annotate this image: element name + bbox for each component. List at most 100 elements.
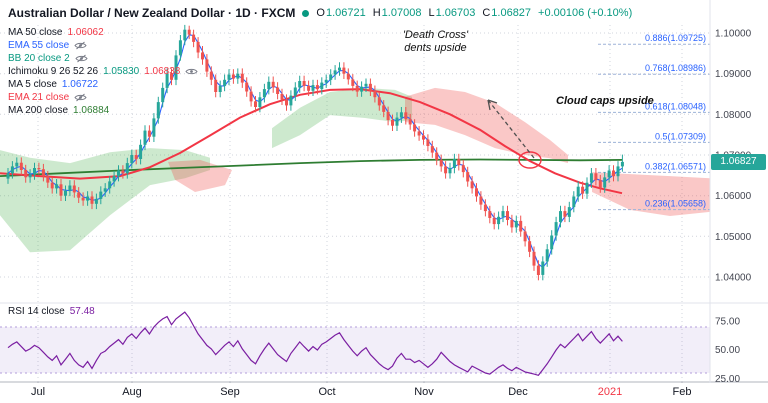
rsi-legend[interactable]: RSI 14 close 57.48: [8, 306, 95, 317]
time-label-dec: Dec: [508, 386, 528, 398]
candle-body: [201, 52, 204, 60]
symbol-title[interactable]: Australian Dollar / New Zealand Dollar ·…: [8, 6, 296, 20]
candle-body: [147, 130, 151, 137]
candle-body: [258, 97, 262, 108]
legend-value: 1.06884: [73, 105, 110, 116]
candle-body: [267, 81, 271, 90]
candle-body: [448, 168, 452, 174]
candle-body: [435, 152, 439, 160]
legend-label: MA 50 close: [8, 27, 63, 38]
candle-body: [404, 112, 408, 120]
candle-body: [285, 99, 288, 106]
candle-body: [492, 218, 496, 225]
candle-body: [227, 74, 231, 80]
eye-off-icon[interactable]: [75, 54, 88, 63]
candle-body: [338, 67, 341, 71]
candle-body: [333, 70, 337, 75]
fib-label: 0.5(1.07309): [655, 131, 706, 141]
candle-body: [572, 196, 576, 208]
candle-body: [41, 169, 45, 177]
candle-body: [55, 184, 59, 189]
market-status-icon[interactable]: [302, 9, 310, 17]
candle-body: [77, 192, 81, 198]
candle-body: [342, 67, 346, 74]
candle-body: [15, 162, 19, 167]
candles: [6, 24, 624, 281]
candle-body: [156, 102, 160, 119]
cloud-caps-annotation: Cloud caps upside: [556, 95, 654, 107]
candle-body: [315, 85, 319, 90]
candle-body: [134, 155, 138, 160]
rsi-axis-label: 25.00: [715, 374, 740, 385]
candle-body: [28, 174, 32, 178]
legend-row-bb20[interactable]: BB 20 close 2: [8, 52, 198, 65]
candle-body: [218, 85, 222, 92]
legend-value: 1.06722: [61, 79, 99, 90]
candle-body: [598, 180, 602, 188]
candle-body: [475, 188, 478, 197]
legend-label: MA 5 close: [8, 79, 57, 90]
candle-body: [6, 173, 10, 179]
eye-icon[interactable]: [185, 67, 198, 76]
legend-row-ma200[interactable]: MA 200 close 1.06884: [8, 104, 198, 117]
legend-row-ichimoku[interactable]: Ichimoku 9 26 52 26 1.05830 1.06838: [8, 65, 198, 78]
candle-body: [187, 29, 191, 35]
candle-body: [368, 83, 372, 91]
candle-body: [417, 131, 421, 136]
candle-body: [612, 170, 615, 177]
candle-body: [262, 89, 266, 98]
ohlc-open: O 1.06721: [316, 7, 366, 19]
candle-body: [223, 79, 227, 86]
candle-body: [506, 211, 509, 220]
candle-body: [620, 161, 624, 167]
price-axis-label: 1.06000: [715, 191, 752, 202]
fib-retracement[interactable]: 0.886(1.09725) 0.768(1.08986) 0.618(1.0804…: [598, 33, 710, 211]
price-change: +0.00106 (+0.10%): [538, 7, 633, 19]
price-axis-label: 1.04000: [715, 273, 752, 284]
death-cross-annotation: 'Death Cross' dents upside: [402, 29, 469, 54]
candle-body: [19, 162, 23, 170]
legend-row-ema21[interactable]: EMA 21 close: [8, 91, 198, 104]
candle-body: [461, 165, 465, 173]
candle-body: [439, 159, 443, 167]
candle-body: [576, 186, 580, 197]
cloud-polygon: [405, 87, 568, 164]
eye-off-icon[interactable]: [74, 41, 87, 50]
candle-body: [536, 265, 540, 275]
candle-body: [541, 261, 545, 275]
candle-body: [444, 166, 448, 174]
candle-body: [196, 41, 200, 53]
candle-body: [563, 211, 567, 217]
candle-body: [585, 182, 589, 194]
cloud-polygon: [168, 159, 232, 192]
candle-body: [121, 170, 125, 174]
legend-row-ema55[interactable]: EMA 55 close: [8, 39, 198, 52]
ohlc-close: C 1.06827: [482, 7, 532, 19]
candle-body: [426, 139, 430, 146]
candle-body: [501, 211, 505, 217]
candle-body: [386, 111, 390, 120]
candle-body: [528, 241, 532, 252]
price-axis-label: 1.09000: [715, 69, 752, 80]
legend-row-ma5[interactable]: MA 5 close 1.06722: [8, 78, 198, 91]
last-price-badge: 1.06827: [711, 154, 766, 170]
cloud-polygon: [592, 172, 710, 216]
candle-body: [143, 130, 147, 145]
legend-row-ma50[interactable]: MA 50 close 1.06062: [8, 26, 198, 39]
ma50-line: [0, 88, 623, 195]
candle-body: [373, 90, 377, 98]
time-axis[interactable]: Jul Aug Sep Oct Nov Dec 2021 Feb: [0, 383, 768, 403]
candle-body: [559, 211, 562, 223]
candle-body: [50, 182, 54, 189]
candle-body: [108, 181, 112, 189]
candle-body: [532, 251, 536, 266]
candle-body: [249, 91, 253, 102]
candle-body: [112, 176, 116, 182]
legend-label: EMA 21 close: [8, 92, 70, 103]
candle-body: [514, 220, 518, 228]
eye-off-icon[interactable]: [74, 93, 87, 102]
candle-body: [271, 81, 275, 88]
rsi-band: [0, 327, 710, 373]
time-label-feb: Feb: [672, 386, 692, 398]
